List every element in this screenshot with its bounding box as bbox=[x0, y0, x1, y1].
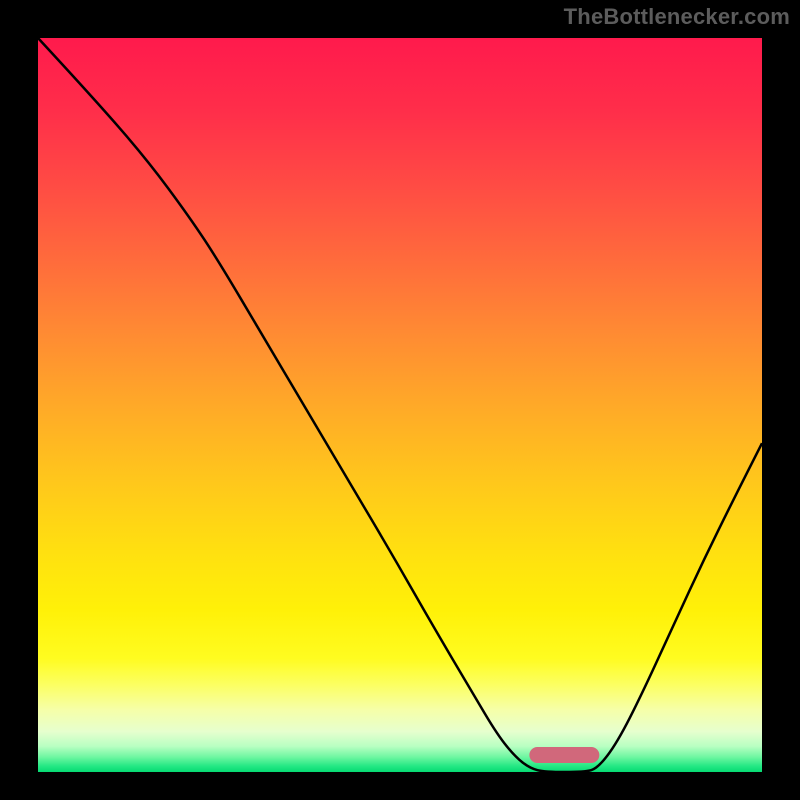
watermark-text: TheBottlenecker.com bbox=[564, 4, 790, 30]
bottleneck-chart bbox=[0, 0, 800, 800]
gradient-background bbox=[38, 38, 762, 772]
optimal-marker bbox=[529, 747, 599, 763]
